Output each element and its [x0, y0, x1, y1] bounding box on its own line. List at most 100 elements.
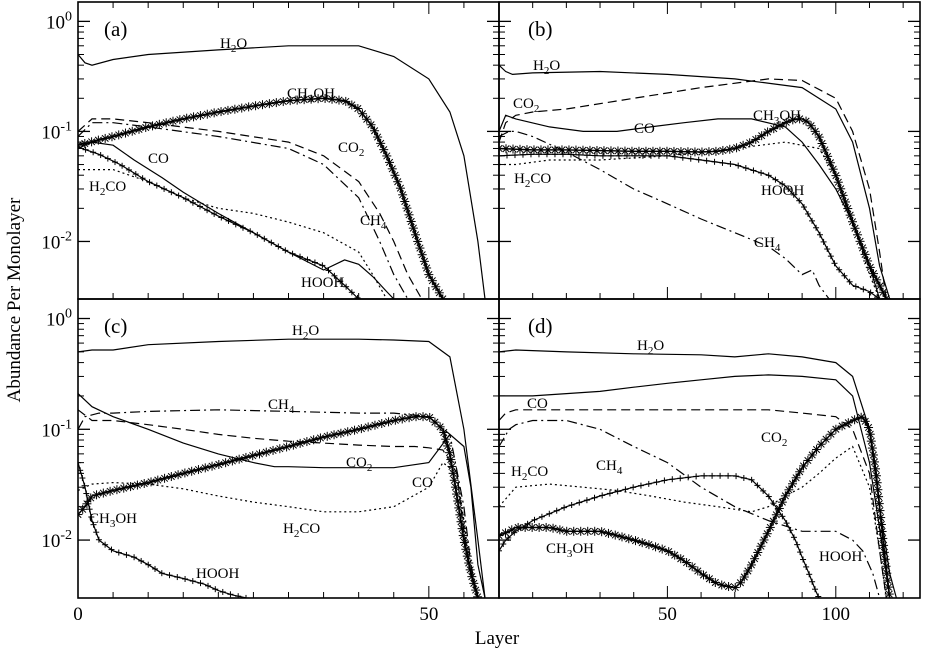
marker-HOOH	[531, 516, 538, 523]
panel-label: (b)	[528, 17, 553, 41]
marker-CH3OH	[757, 131, 767, 141]
marker-HOOH	[831, 260, 838, 267]
marker-CH3OH	[315, 433, 325, 443]
marker-CH3OH	[471, 585, 481, 595]
marker-CH3OH	[390, 415, 400, 425]
marker-HOOH	[212, 586, 219, 593]
series-label-HOOH: HOOH	[196, 566, 239, 582]
marker-CH3OH	[780, 491, 790, 501]
marker-HOOH	[79, 475, 86, 482]
marker-HOOH	[83, 490, 90, 497]
marker-CH3OH	[395, 183, 405, 193]
marker-CH3OH	[874, 492, 884, 502]
y-tick-label: 100	[46, 9, 72, 33]
marker-HOOH	[639, 152, 646, 159]
marker-HOOH	[227, 591, 234, 598]
marker-HOOH	[805, 210, 812, 217]
series-label-CH4: CH4	[360, 213, 387, 232]
marker-HOOH	[813, 224, 820, 231]
marker-HOOH	[131, 554, 138, 561]
series-label-CO: CO	[527, 396, 548, 412]
marker-CH3OH	[119, 483, 129, 493]
marker-CH3OH	[788, 479, 798, 489]
marker-HOOH	[275, 243, 282, 250]
marker-CH3OH	[221, 458, 231, 468]
marker-CH3OH	[427, 276, 437, 286]
marker-CH3OH	[651, 542, 661, 552]
y-axis-title: Abundance Per Monolayer	[4, 197, 25, 402]
marker-CH3OH	[724, 582, 734, 592]
marker-HOOH	[166, 572, 173, 579]
marker-CH3OH	[100, 133, 110, 143]
series-group	[499, 349, 897, 598]
series-label-HOOH: HOOH	[301, 275, 344, 291]
marker-CH3OH	[227, 456, 237, 466]
marker-CH3OH	[411, 412, 421, 422]
marker-CH3OH	[230, 104, 240, 114]
marker-HOOH	[583, 152, 590, 159]
marker-HOOH	[138, 557, 145, 564]
series-line-CO	[78, 141, 395, 299]
marker-HOOH	[623, 152, 630, 159]
marker-CH3OH	[860, 416, 870, 426]
marker-HOOH	[809, 578, 816, 585]
marker-HOOH	[591, 152, 598, 159]
marker-CH3OH	[751, 134, 761, 144]
marker-CH3OH	[441, 434, 451, 444]
marker-HOOH	[655, 152, 662, 159]
marker-CH3OH	[499, 530, 504, 540]
series-label-HOOH: HOOH	[761, 183, 804, 199]
series-line-CO	[499, 114, 881, 299]
marker-HOOH	[703, 157, 710, 164]
marker-CH3OH	[161, 118, 171, 128]
marker-CH3OH	[457, 524, 467, 534]
marker-CH3OH	[443, 441, 453, 451]
series-label-CH3OH: CH3OH	[89, 511, 137, 530]
series-label-H2O: H2O	[533, 58, 560, 77]
marker-CH3OH	[529, 145, 539, 155]
marker-HOOH	[81, 482, 88, 489]
y-tick-label: 10-1	[41, 417, 72, 441]
marker-CH3OH	[370, 126, 380, 136]
marker-HOOH	[800, 556, 807, 563]
marker-HOOH	[709, 472, 716, 479]
marker-HOOH	[119, 162, 126, 169]
marker-CH3OH	[160, 473, 170, 483]
marker-HOOH	[189, 578, 196, 585]
marker-HOOH	[733, 473, 740, 480]
marker-HOOH	[197, 580, 204, 587]
marker-CH3OH	[417, 250, 427, 260]
marker-HOOH	[748, 476, 755, 483]
marker-CH3OH	[877, 526, 887, 536]
series-line-HOOH	[499, 475, 820, 598]
series-label-H2O: H2O	[292, 323, 319, 342]
marker-HOOH	[553, 507, 560, 514]
series-line-HOOH	[78, 146, 360, 299]
marker-CH3OH	[248, 451, 258, 461]
marker-CH3OH	[848, 217, 858, 227]
marker-CH3OH	[398, 190, 408, 200]
marker-CH3OH	[657, 544, 667, 554]
marker-CH3OH	[631, 536, 641, 546]
marker-CH3OH	[872, 478, 882, 488]
series-line-CO	[78, 393, 486, 598]
marker-CH3OH	[180, 468, 190, 478]
marker-CH3OH	[334, 95, 344, 105]
marker-CH3OH	[146, 477, 156, 487]
marker-HOOH	[319, 262, 326, 269]
panel-frame	[498, 298, 921, 599]
marker-CH3OH	[865, 429, 875, 439]
panel-d: 50 100 H2O CO CO2 CH4 H2CO HOOH CH3OH (d)	[498, 298, 921, 625]
marker-HOOH	[348, 289, 355, 296]
series-line-CH4	[499, 419, 881, 598]
marker-HOOH	[354, 294, 361, 299]
x-tick-label: 0	[73, 604, 83, 625]
marker-CH3OH	[507, 525, 517, 535]
marker-CH3OH	[282, 442, 292, 452]
marker-HOOH	[567, 151, 574, 158]
marker-CH3OH	[271, 98, 281, 108]
marker-HOOH	[297, 253, 304, 260]
marker-HOOH	[717, 472, 724, 479]
marker-HOOH	[772, 176, 779, 183]
